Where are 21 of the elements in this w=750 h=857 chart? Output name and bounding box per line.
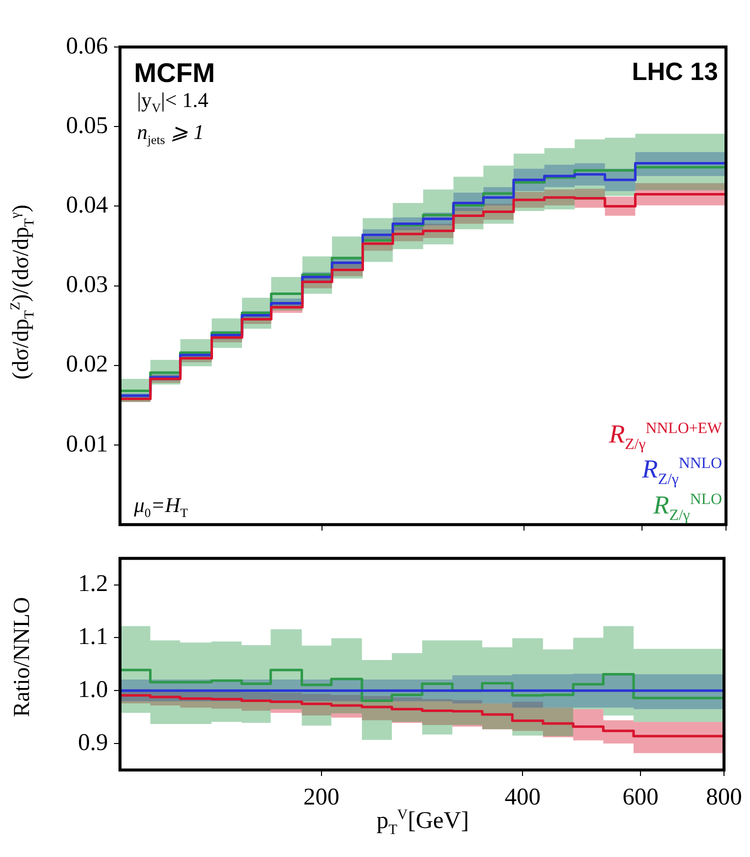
y-tick-label: 1.1 [78, 624, 108, 650]
y-axis-title: Ratio/NNLO [9, 596, 36, 717]
annotation: LHC 13 [632, 58, 718, 87]
y-tick-label: 0.01 [66, 431, 108, 458]
annotation: |y$_{V}$|< 1.4 [137, 88, 208, 116]
annotation: μ$_{0}$=H$_{T}$ [134, 493, 188, 522]
y-tick-label: 1.0 [78, 676, 108, 703]
annotation: MCFM [134, 58, 215, 89]
x-tick-label: 600 [622, 784, 658, 811]
annotation: n$_{jets}$ ⩾ 1 [137, 120, 204, 148]
x-tick-label: 800 [706, 784, 742, 811]
x-tick-label: 200 [303, 784, 340, 811]
x-tick-label: 400 [504, 784, 541, 811]
y-tick-label: 0.05 [66, 112, 108, 139]
y-tick-label: 0.06 [66, 33, 108, 60]
y-tick-label: 0.02 [66, 352, 108, 378]
x-axis-title: p$_{T}$$^{V}$[GeV] [376, 807, 470, 839]
y-tick-label: 0.03 [66, 272, 108, 298]
y-tick-label: 1.2 [78, 571, 108, 598]
y-tick-label: 0.04 [66, 192, 108, 218]
y-tick-label: 0.9 [78, 730, 108, 756]
